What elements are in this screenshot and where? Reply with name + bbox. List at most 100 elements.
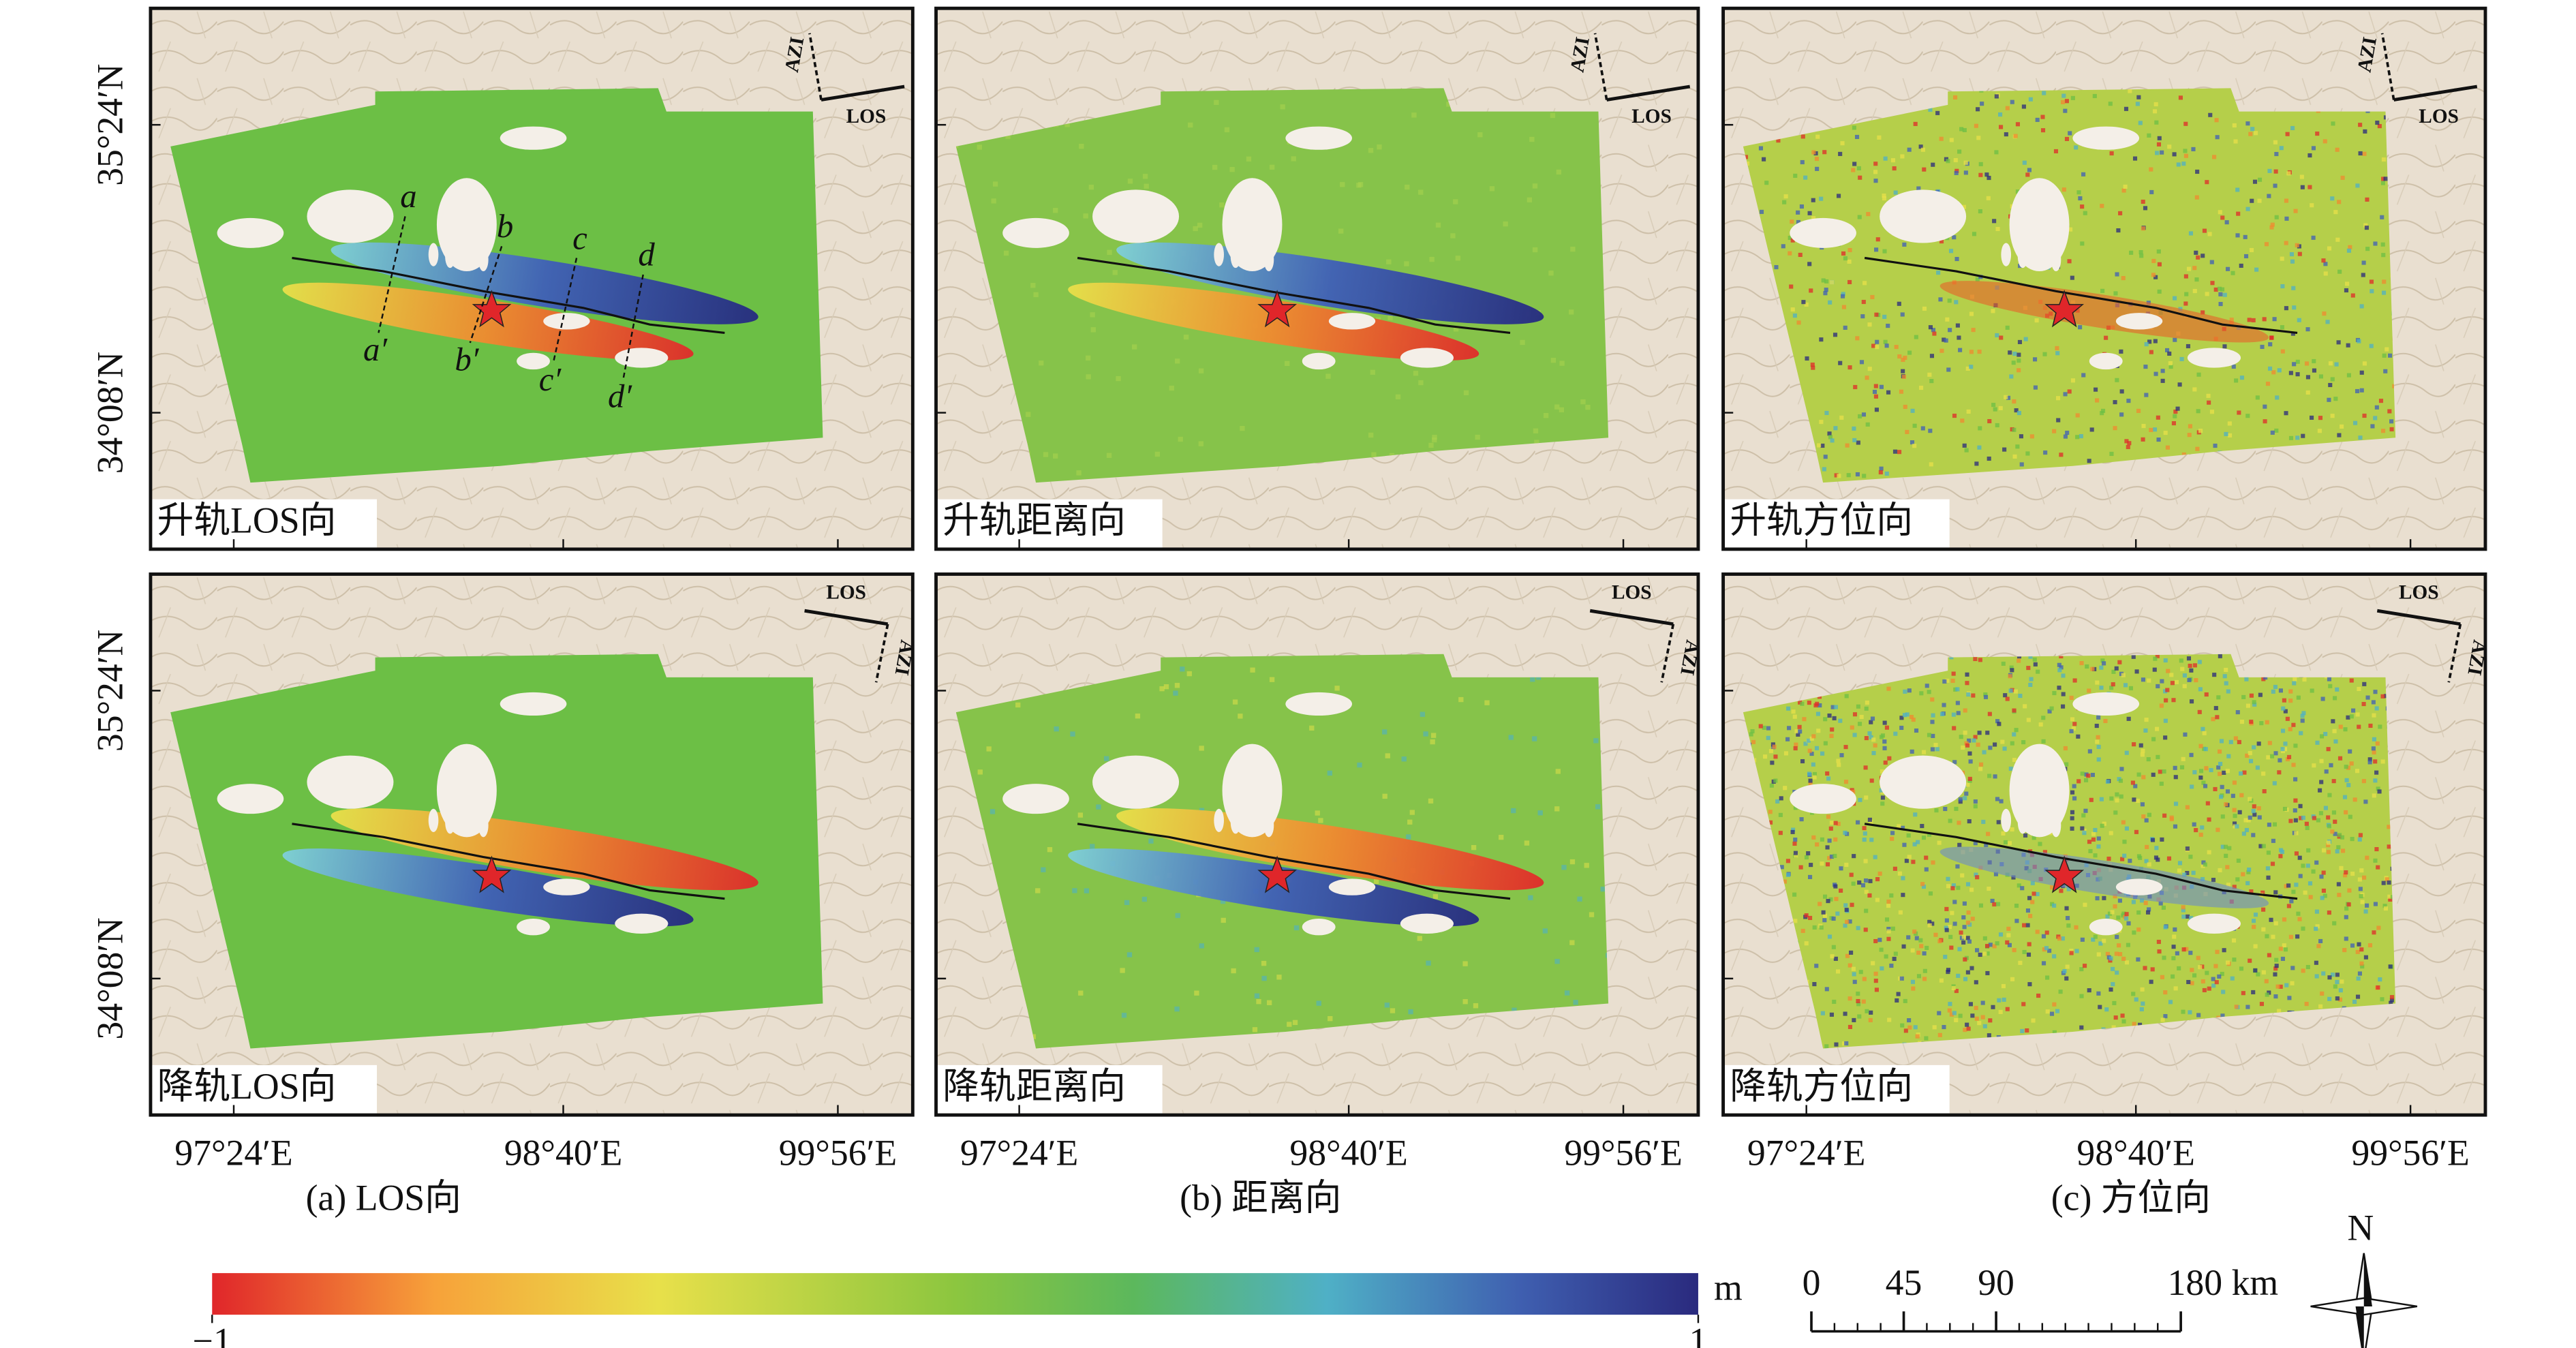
noise-pixel <box>1901 357 1905 363</box>
noise-pixel <box>2252 745 2256 750</box>
noise-pixel <box>1858 970 1863 975</box>
noise-pixel <box>2374 846 2379 852</box>
noise-pixel <box>2358 887 2363 891</box>
noise-pixel <box>2305 964 2310 970</box>
noise-pixel <box>2289 899 2294 904</box>
noise-pixel <box>1879 384 1884 389</box>
noise-pixel <box>1930 747 1935 752</box>
noise-pixel <box>1965 970 1970 975</box>
profile-label: a′ <box>363 331 388 368</box>
noise-pixel <box>2156 438 2161 442</box>
noise-pixel <box>1882 720 1887 725</box>
noise-pixel <box>1886 899 1891 904</box>
noise-pixel <box>1104 756 1109 761</box>
noise-pixel <box>2222 770 2226 775</box>
noise-pixel <box>1977 445 1982 450</box>
noise-pixel <box>2322 311 2327 316</box>
noise-pixel <box>1946 884 1951 889</box>
noise-pixel <box>1925 684 1929 688</box>
noise-pixel <box>2083 964 2087 968</box>
noise-pixel <box>1090 327 1096 333</box>
noise-pixel <box>2222 674 2227 679</box>
noise-pixel <box>1358 182 1364 187</box>
noise-pixel <box>1847 963 1852 968</box>
noise-pixel <box>2305 390 2310 395</box>
noise-pixel <box>1531 736 1537 741</box>
lake <box>428 808 439 832</box>
noise-pixel <box>1261 960 1267 966</box>
noise-pixel <box>2114 666 2119 671</box>
azi-arrow <box>2447 624 2462 683</box>
noise-pixel <box>2145 844 2149 849</box>
noise-pixel <box>2093 827 2098 833</box>
noise-pixel <box>2205 970 2209 975</box>
noise-pixel <box>1863 859 1868 863</box>
noise-pixel <box>2365 197 2370 202</box>
noise-pixel <box>2080 826 2085 831</box>
noise-pixel <box>1847 259 1852 264</box>
noise-pixel <box>2362 151 2367 156</box>
noise-pixel <box>2160 1017 2165 1022</box>
noise-pixel <box>1982 951 1987 956</box>
noise-pixel <box>1965 782 1970 787</box>
los-label: LOS <box>1612 582 1652 604</box>
noise-pixel <box>1873 938 1878 944</box>
noise-pixel <box>1942 337 1946 342</box>
noise-pixel <box>1847 365 1852 370</box>
noise-pixel <box>2072 796 2077 801</box>
noise-pixel <box>1852 712 1858 717</box>
noise-pixel <box>2355 388 2360 394</box>
noise-pixel <box>2160 837 2164 842</box>
noise-pixel <box>2102 938 2106 943</box>
noise-pixel <box>2173 801 2179 806</box>
noise-pixel <box>1401 756 1407 762</box>
noise-pixel <box>2314 960 2318 965</box>
noise-pixel <box>2274 151 2279 157</box>
noise-pixel <box>2031 1018 2036 1023</box>
noise-pixel <box>2355 949 2360 954</box>
noise-pixel <box>1974 980 1978 985</box>
noise-pixel <box>2288 726 2293 732</box>
noise-pixel <box>2021 1002 2026 1007</box>
panel-label-box <box>937 499 1163 548</box>
noise-pixel <box>2294 883 2299 887</box>
noise-pixel <box>2328 684 2333 688</box>
noise-pixel <box>2359 304 2364 309</box>
noise-pixel <box>2105 779 2110 784</box>
noise-pixel <box>1844 862 1849 868</box>
noise-pixel <box>1890 158 1895 163</box>
noise-pixel <box>1785 872 1791 877</box>
noise-pixel <box>2326 843 2331 848</box>
noise-pixel <box>2358 435 2363 440</box>
noise-pixel <box>1811 198 1815 202</box>
noise-pixel <box>2141 1001 2145 1006</box>
noise-pixel <box>2153 656 2158 661</box>
noise-pixel <box>1796 210 1800 215</box>
noise-pixel <box>2231 364 2236 369</box>
noise-pixel <box>1984 944 1990 949</box>
noise-pixel <box>2163 689 2168 694</box>
noise-pixel <box>1992 219 1997 224</box>
noise-pixel <box>1309 725 1315 731</box>
deformation-layer <box>955 92 1609 483</box>
noise-pixel <box>2141 424 2146 429</box>
noise-pixel <box>2265 382 2271 386</box>
noise-pixel <box>2052 1030 2057 1035</box>
noise-pixel <box>2185 805 2190 810</box>
noise-pixel <box>1993 407 1997 412</box>
noise-pixel <box>1794 729 1799 734</box>
noise-pixel <box>1861 299 1866 305</box>
noise-pixel <box>2027 168 2031 172</box>
noise-pixel <box>2273 972 2278 977</box>
noise-pixel <box>2254 267 2259 272</box>
noise-pixel <box>2362 875 2367 880</box>
noise-pixel <box>2132 797 2136 802</box>
noise-pixel <box>2206 393 2211 398</box>
noise-pixel <box>1834 1042 1839 1047</box>
noise-pixel <box>1148 838 1154 844</box>
noise-pixel <box>2123 106 2129 111</box>
noise-pixel <box>2144 718 2149 722</box>
noise-pixel <box>1965 743 1970 748</box>
noise-pixel <box>1548 271 1554 276</box>
noise-pixel <box>1250 667 1255 673</box>
